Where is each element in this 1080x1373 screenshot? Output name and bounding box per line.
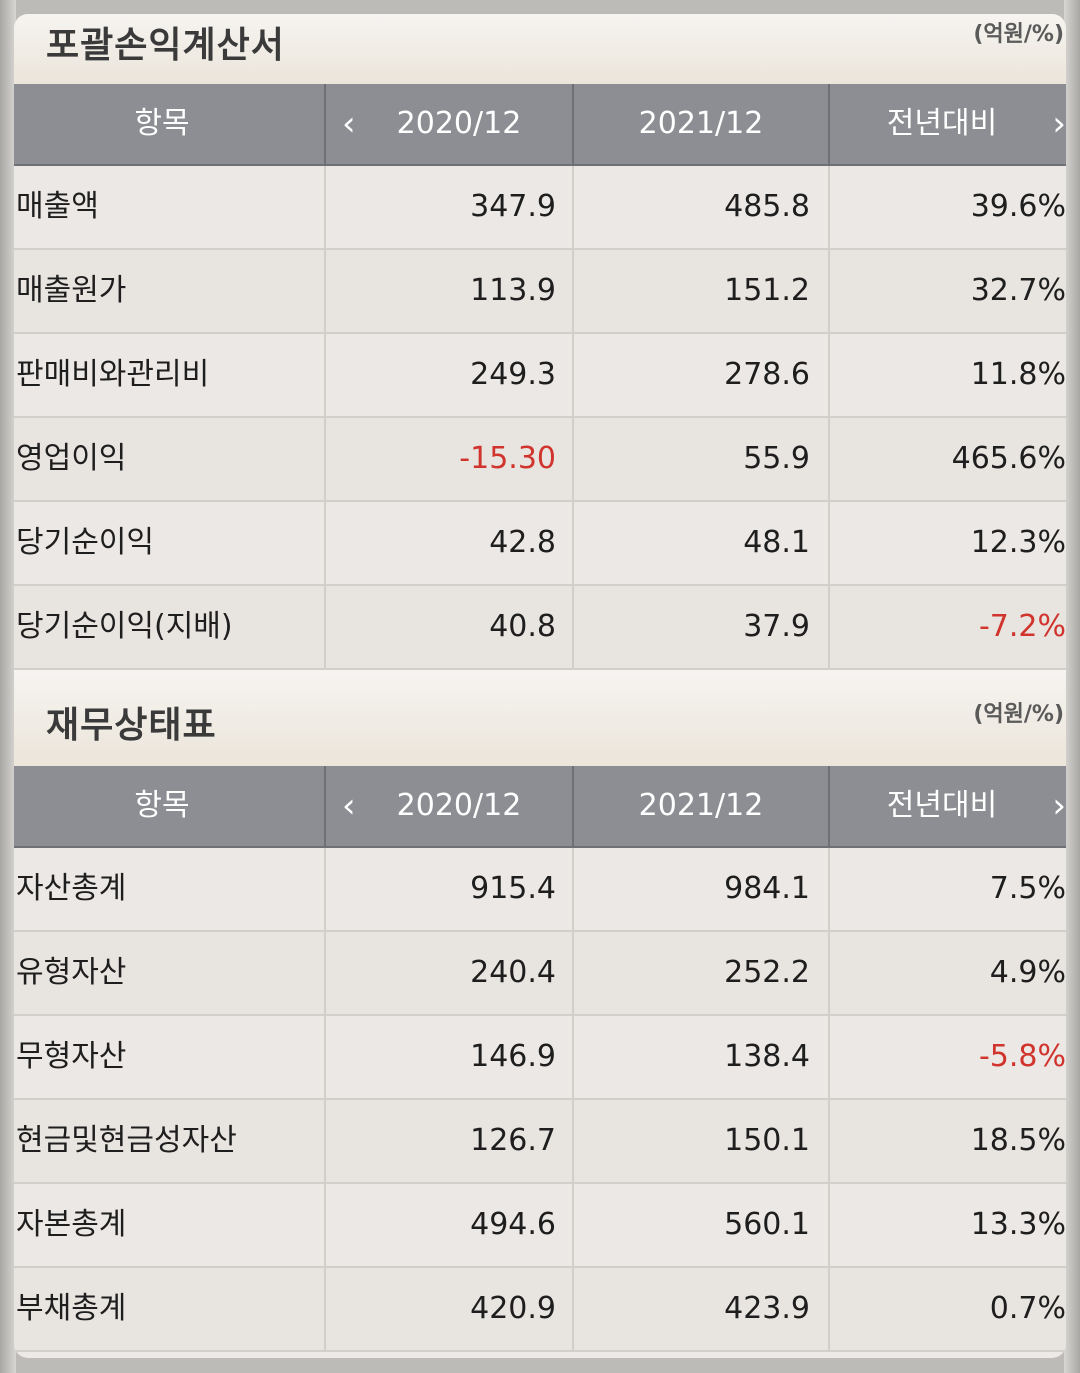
row-value-2021: 37.9 xyxy=(572,586,828,668)
table-row: 매출액 347.9 485.8 39.6% xyxy=(14,166,1066,250)
header-col3-label: 전년대비 xyxy=(886,788,998,823)
row-change: 465.6% xyxy=(828,418,1066,500)
table-row: 유형자산 240.4 252.2 4.9% xyxy=(14,932,1066,1016)
balance-unit-label: (억원/%) xyxy=(973,702,1064,727)
table-row: 자본총계 494.6 560.1 13.3% xyxy=(14,1184,1066,1268)
row-value-2021: 423.9 xyxy=(572,1268,828,1350)
row-label: 영업이익 xyxy=(16,441,127,476)
row-value-2020: 347.9 xyxy=(324,166,572,248)
row-change: 7.5% xyxy=(828,848,1066,930)
header-col1-label: 2020/12 xyxy=(396,788,522,823)
row-value-2021: 485.8 xyxy=(572,166,828,248)
row-value-2021: 278.6 xyxy=(572,334,828,416)
income-section-title: 포괄손익계산서 xyxy=(46,25,285,66)
row-value-2021: 48.1 xyxy=(572,502,828,584)
row-label: 무형자산 xyxy=(16,1039,127,1074)
row-label: 부채총계 xyxy=(16,1291,127,1326)
chevron-right-icon[interactable]: › xyxy=(1052,104,1066,144)
row-label: 자산총계 xyxy=(16,871,127,906)
row-change: 0.7% xyxy=(828,1268,1066,1350)
income-section-header: 포괄손익계산서 (억원/%) xyxy=(14,14,1066,84)
row-value-2020: 126.7 xyxy=(324,1100,572,1182)
balance-table-header: 항목 ‹ 2020/12 2021/12 전년대비 › xyxy=(14,766,1066,848)
balance-section-title: 재무상태표 xyxy=(46,705,217,746)
table-row: 판매비와관리비 249.3 278.6 11.8% xyxy=(14,334,1066,418)
header-col3: 전년대비 › xyxy=(828,766,1066,846)
row-change: 13.3% xyxy=(828,1184,1066,1266)
balance-table: 항목 ‹ 2020/12 2021/12 전년대비 › 자산총계 915.4 9… xyxy=(14,766,1066,1352)
row-change: 18.5% xyxy=(828,1100,1066,1182)
row-value-2020: 240.4 xyxy=(324,932,572,1014)
row-label: 매출액 xyxy=(16,189,99,224)
financial-card: 포괄손익계산서 (억원/%) 항목 ‹ 2020/12 2021/12 전년대비… xyxy=(14,14,1066,1358)
row-value-2020: 146.9 xyxy=(324,1016,572,1098)
chevron-left-icon[interactable]: ‹ xyxy=(342,786,356,826)
table-row: 자산총계 915.4 984.1 7.5% xyxy=(14,848,1066,932)
table-row: 당기순이익(지배) 40.8 37.9 -7.2% xyxy=(14,586,1066,670)
left-edge xyxy=(0,0,16,1373)
row-value-2020: 494.6 xyxy=(324,1184,572,1266)
row-label: 당기순이익 xyxy=(16,525,154,560)
table-row: 당기순이익 42.8 48.1 12.3% xyxy=(14,502,1066,586)
row-value-2021: 150.1 xyxy=(572,1100,828,1182)
row-change: 12.3% xyxy=(828,502,1066,584)
row-label: 유형자산 xyxy=(16,955,127,990)
table-row: 무형자산 146.9 138.4 -5.8% xyxy=(14,1016,1066,1100)
table-row: 매출원가 113.9 151.2 32.7% xyxy=(14,250,1066,334)
row-value-2020: 42.8 xyxy=(324,502,572,584)
header-col3: 전년대비 › xyxy=(828,84,1066,164)
balance-section-header: 재무상태표 (억원/%) xyxy=(14,670,1066,766)
header-col1: ‹ 2020/12 xyxy=(324,84,572,164)
row-value-2020: 40.8 xyxy=(324,586,572,668)
header-item: 항목 xyxy=(134,788,190,823)
row-change: -5.8% xyxy=(828,1016,1066,1098)
row-value-2020: 420.9 xyxy=(324,1268,572,1350)
header-col1: ‹ 2020/12 xyxy=(324,766,572,846)
row-label: 당기순이익(지배) xyxy=(16,609,233,644)
table-row: 부채총계 420.9 423.9 0.7% xyxy=(14,1268,1066,1352)
row-change: 11.8% xyxy=(828,334,1066,416)
row-value-2021: 984.1 xyxy=(572,848,828,930)
income-table: 항목 ‹ 2020/12 2021/12 전년대비 › 매출액 347.9 48… xyxy=(14,84,1066,670)
row-change: 39.6% xyxy=(828,166,1066,248)
row-value-2021: 55.9 xyxy=(572,418,828,500)
chevron-left-icon[interactable]: ‹ xyxy=(342,104,356,144)
row-value-2021: 252.2 xyxy=(572,932,828,1014)
header-col2: 2021/12 xyxy=(572,84,828,164)
row-value-2020: 915.4 xyxy=(324,848,572,930)
header-col2: 2021/12 xyxy=(572,766,828,846)
row-change: 32.7% xyxy=(828,250,1066,332)
table-row: 현금및현금성자산 126.7 150.1 18.5% xyxy=(14,1100,1066,1184)
row-label: 현금및현금성자산 xyxy=(16,1123,237,1158)
header-col3-label: 전년대비 xyxy=(886,106,998,141)
chevron-right-icon[interactable]: › xyxy=(1052,786,1066,826)
row-label: 자본총계 xyxy=(16,1207,127,1242)
header-item: 항목 xyxy=(134,106,190,141)
row-value-2020: 249.3 xyxy=(324,334,572,416)
row-change: -7.2% xyxy=(828,586,1066,668)
row-label: 판매비와관리비 xyxy=(16,357,210,392)
header-col1-label: 2020/12 xyxy=(396,106,522,141)
row-value-2021: 151.2 xyxy=(572,250,828,332)
row-value-2021: 138.4 xyxy=(572,1016,828,1098)
row-label: 매출원가 xyxy=(16,273,127,308)
income-unit-label: (억원/%) xyxy=(973,22,1064,47)
row-change: 4.9% xyxy=(828,932,1066,1014)
right-edge xyxy=(1064,0,1080,1373)
income-table-header: 항목 ‹ 2020/12 2021/12 전년대비 › xyxy=(14,84,1066,166)
row-value-2020: 113.9 xyxy=(324,250,572,332)
row-value-2020: -15.30 xyxy=(324,418,572,500)
row-value-2021: 560.1 xyxy=(572,1184,828,1266)
table-row: 영업이익 -15.30 55.9 465.6% xyxy=(14,418,1066,502)
